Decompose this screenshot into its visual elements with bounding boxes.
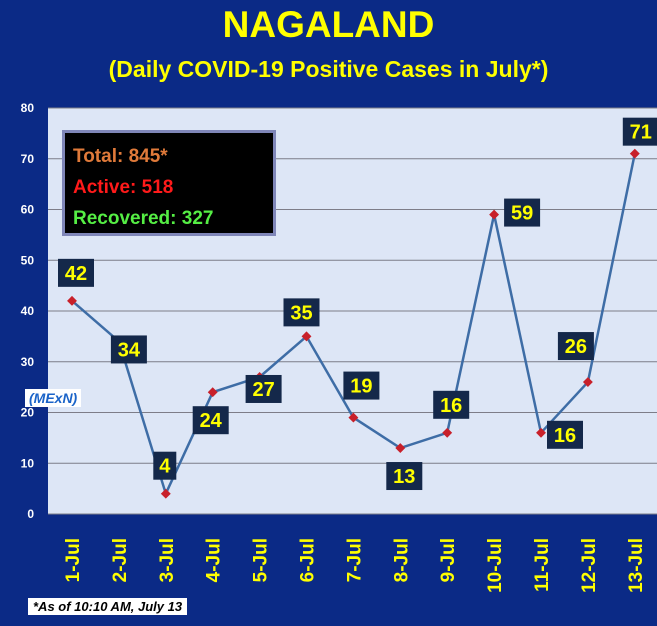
- x-tick-label: 4-Jul: [204, 538, 225, 582]
- data-label: 16: [554, 425, 576, 447]
- data-label-box: [622, 117, 657, 146]
- data-label-box: [433, 390, 470, 419]
- data-point: [442, 427, 453, 438]
- data-label-box: [386, 462, 423, 491]
- data-label: 24: [200, 410, 223, 432]
- y-tick-label: 30: [21, 355, 35, 369]
- x-tick-label: 3-Jul: [157, 538, 178, 582]
- data-point: [582, 377, 593, 387]
- y-tick-label: 80: [21, 101, 35, 115]
- data-point: [160, 488, 171, 499]
- active-count: Active: 518: [73, 177, 174, 198]
- data-label-box: [192, 406, 229, 435]
- data-label-box: [547, 420, 583, 449]
- data-label-box: [245, 374, 282, 403]
- x-tick-label: 10-Jul: [485, 538, 506, 593]
- data-label-box: [504, 198, 541, 227]
- y-tick-label: 70: [21, 152, 35, 166]
- data-label: 71: [630, 122, 652, 144]
- x-tick-label: 11-Jul: [532, 538, 553, 592]
- x-tick-label: 6-Jul: [298, 538, 319, 582]
- data-label-box: [557, 332, 594, 361]
- data-label: 35: [290, 302, 312, 324]
- y-tick-label: 20: [21, 406, 35, 420]
- data-label-box: [343, 371, 380, 400]
- data-label: 34: [118, 339, 141, 361]
- x-tick-label: 7-Jul: [344, 538, 365, 582]
- source-tag: (MExN): [25, 389, 82, 407]
- stats-box: Total: 845* Active: 518 Recovered: 327: [62, 130, 276, 236]
- data-label-box: [153, 451, 177, 480]
- x-tick-label: 1-Jul: [63, 538, 84, 582]
- data-point: [629, 148, 640, 159]
- y-tick-label: 40: [21, 304, 35, 318]
- data-point: [536, 427, 546, 438]
- chart-title: NAGALAND: [222, 4, 435, 45]
- data-label: 19: [350, 376, 372, 398]
- chart-subtitle: (Daily COVID-19 Positive Cases in July*): [108, 56, 549, 82]
- data-label-box: [110, 335, 147, 364]
- data-label: 42: [65, 263, 87, 285]
- y-tick-label: 10: [21, 456, 35, 470]
- data-point: [207, 387, 218, 398]
- data-point: [301, 331, 312, 342]
- data-label-box: [58, 258, 94, 287]
- total-count: Total: 845*: [73, 146, 168, 167]
- y-tick-label: 50: [21, 253, 35, 267]
- data-label: 26: [565, 336, 587, 358]
- recovered-count: Recovered: 327: [73, 208, 214, 229]
- x-tick-label: 2-Jul: [110, 538, 131, 582]
- x-tick-label: 13-Jul: [626, 538, 647, 593]
- data-label-box: [283, 298, 320, 327]
- x-tick-label: 5-Jul: [251, 538, 272, 582]
- y-tick-label: 60: [21, 203, 35, 217]
- x-tick-label: 12-Jul: [579, 538, 600, 593]
- data-label: 27: [252, 379, 274, 401]
- data-label: 16: [440, 395, 462, 417]
- x-tick-label: 9-Jul: [438, 538, 459, 582]
- data-label: 59: [511, 203, 533, 225]
- data-point: [348, 412, 359, 423]
- x-tick-label: 8-Jul: [391, 538, 412, 582]
- footnote: *As of 10:10 AM, July 13: [28, 598, 188, 615]
- data-label: 13: [393, 466, 415, 488]
- y-tick-label: 0: [27, 507, 34, 521]
- data-point: [395, 443, 406, 453]
- data-label: 4: [159, 456, 171, 478]
- data-point: [489, 209, 500, 220]
